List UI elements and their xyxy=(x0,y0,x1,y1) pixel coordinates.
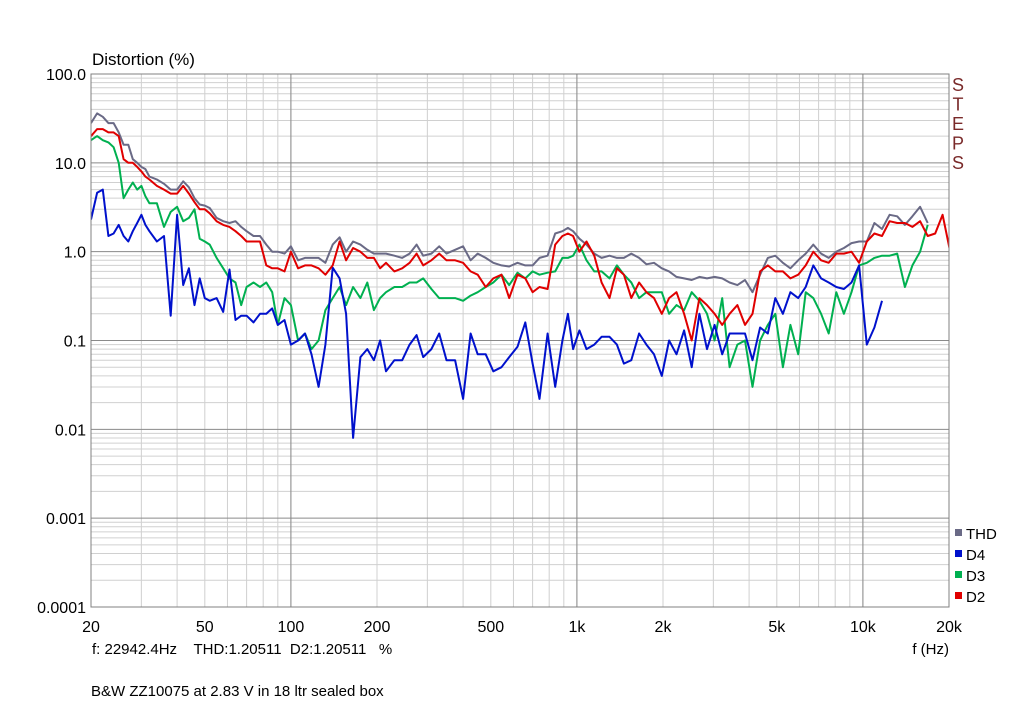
cursor-readout: f: 22942.4Hz THD:1.20511 D2:1.20511 % xyxy=(92,641,392,658)
x-tick-label: 10k xyxy=(850,619,877,636)
series-layer xyxy=(91,112,949,439)
legend-label-thd: THD xyxy=(966,526,997,543)
brand-letter: E xyxy=(952,114,964,134)
x-tick-labels: 20 50 100 200 500 1k 2k 5k 10k 20k xyxy=(82,619,963,636)
y-tick-label: 100.0 xyxy=(46,67,86,84)
x-tick-label: 50 xyxy=(196,619,214,636)
y-tick-label: 0.0001 xyxy=(37,600,86,617)
y-tick-label: 0.01 xyxy=(55,422,86,439)
legend-swatch-d3 xyxy=(955,571,962,578)
brand-letter: S xyxy=(952,75,964,95)
chart-caption: B&W ZZ10075 at 2.83 V in 18 ltr sealed b… xyxy=(91,683,384,700)
series-line-d3 xyxy=(91,135,929,388)
legend-label-d2: D2 xyxy=(966,589,985,606)
series-line-d4 xyxy=(91,188,883,439)
x-tick-label: 20k xyxy=(936,619,963,636)
y-tick-label: 0.1 xyxy=(64,334,86,351)
series-line-d2 xyxy=(91,128,949,342)
legend-label-d3: D3 xyxy=(966,568,985,585)
brand-letter: S xyxy=(952,153,964,173)
x-tick-label: 1k xyxy=(568,619,586,636)
series-line-thd xyxy=(91,112,929,294)
x-tick-label: 2k xyxy=(655,619,673,636)
brand-letter: T xyxy=(953,95,964,115)
y-tick-labels: 100.0 10.0 1.0 0.1 0.01 0.001 0.0001 xyxy=(37,67,86,617)
y-tick-label: 1.0 xyxy=(64,245,86,262)
brand-letter: P xyxy=(952,134,964,154)
plot-frame xyxy=(90,73,950,608)
legend-swatch-thd xyxy=(955,529,962,536)
y-axis-title: Distortion (%) xyxy=(92,50,195,69)
legend: THD D4 D3 D2 xyxy=(955,526,997,606)
y-tick-label: 10.0 xyxy=(55,156,86,173)
x-axis-title: f (Hz) xyxy=(912,641,949,658)
x-tick-label: 500 xyxy=(477,619,504,636)
legend-swatch-d4 xyxy=(955,550,962,557)
x-tick-label: 100 xyxy=(278,619,305,636)
x-tick-label: 20 xyxy=(82,619,100,636)
legend-swatch-d2 xyxy=(955,592,962,599)
x-tick-label: 5k xyxy=(768,619,786,636)
x-tick-label: 200 xyxy=(364,619,391,636)
legend-label-d4: D4 xyxy=(966,547,985,564)
y-tick-label: 0.001 xyxy=(46,511,86,528)
